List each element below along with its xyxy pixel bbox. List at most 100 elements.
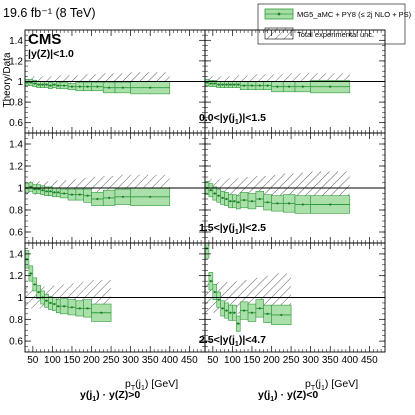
x-tick-label: 100	[44, 355, 61, 366]
theory-marker	[217, 298, 220, 301]
x-tick-label: 50	[207, 355, 219, 366]
theory-marker	[213, 290, 216, 294]
theory-marker	[45, 190, 48, 193]
theory-marker	[258, 307, 261, 310]
panel-content	[25, 72, 171, 95]
panel-content	[25, 174, 171, 206]
x-tick-label: 50	[27, 355, 39, 366]
theory-marker	[70, 193, 74, 196]
x-tick-label: 250	[283, 355, 300, 366]
theory-marker	[33, 82, 36, 85]
theory-marker	[229, 200, 232, 203]
theory-marker	[250, 84, 254, 87]
theory-marker	[63, 84, 66, 87]
theory-marker	[237, 322, 240, 325]
theory-marker	[78, 85, 81, 88]
theory-marker	[205, 81, 209, 84]
theory-marker	[276, 202, 279, 205]
theory-marker	[229, 311, 232, 314]
x-tick-label: 350	[322, 355, 339, 366]
theory-marker	[288, 202, 291, 205]
x-tick-label: 250	[103, 355, 120, 366]
x-axis-title-left: pT(j1) [GeV]	[125, 378, 178, 392]
y-tick-label: 0.8	[9, 98, 23, 109]
panel-2-1: 50 100 150 200 250 300 350 400 450	[204, 242, 386, 366]
x-tick-label: 450	[361, 355, 378, 366]
row-label-1: 1.5<|y(j1)|<2.5	[199, 222, 266, 236]
theory-marker	[29, 272, 32, 275]
y-tick-label: 1	[17, 184, 23, 195]
theory-marker	[237, 201, 240, 204]
y-tick-label: 1	[17, 77, 23, 88]
theory-marker	[329, 203, 332, 206]
theory-marker	[301, 203, 304, 206]
panel-2-0: 0.6 0.8 1 1.2 1.4 50 100 150 200 250 300 350 400 450	[9, 242, 206, 366]
theory-marker	[243, 309, 246, 312]
theory-marker	[37, 188, 40, 191]
theory-marker	[25, 81, 29, 84]
theory-marker	[288, 85, 291, 88]
theory-marker	[49, 84, 52, 87]
x-tick-label: 150	[244, 355, 261, 366]
theory-marker	[100, 311, 103, 314]
x-title-left-main: p	[125, 378, 131, 390]
theory-marker	[53, 83, 56, 86]
theory-marker	[209, 280, 212, 283]
theory-marker	[250, 200, 254, 203]
x-tick-label: 400	[161, 355, 178, 366]
theory-marker	[266, 312, 269, 315]
x-tick-label: 100	[224, 355, 241, 366]
y-tick-label: 1.4	[9, 140, 23, 151]
theory-marker	[78, 193, 81, 196]
x-tick-label: 350	[142, 355, 159, 366]
y-tick-label: 1.2	[9, 56, 23, 67]
legend-hatch-swatch	[264, 27, 294, 40]
panel-content	[25, 250, 112, 322]
theory-marker	[258, 197, 261, 201]
theory-marker	[86, 307, 89, 310]
theory-marker	[57, 191, 60, 194]
column-label-right: y(j1) · y(Z)<0	[258, 389, 318, 403]
theory-marker	[225, 197, 228, 201]
theory-marker	[53, 302, 56, 306]
theory-marker	[221, 307, 224, 310]
theory-marker	[29, 81, 32, 84]
theory-marker	[53, 191, 56, 194]
theory-marker	[33, 283, 36, 286]
panel-1-0: 0.6 0.8 1 1.2 1.4	[9, 132, 206, 244]
theory-marker	[33, 188, 36, 191]
y-tick-label: 1.4	[9, 36, 23, 47]
y-tick-label: 0.6	[9, 118, 23, 129]
theory-marker	[225, 83, 228, 86]
theory-marker	[41, 83, 44, 86]
theory-marker	[45, 83, 48, 86]
theory-marker	[78, 307, 81, 310]
panel-content	[205, 171, 351, 214]
theory-marker	[209, 82, 212, 85]
y-tick-label: 0.6	[9, 228, 23, 239]
theory-marker	[250, 311, 254, 314]
x-tick-label: 150	[64, 355, 81, 366]
y-tick-label: 1.4	[9, 249, 23, 260]
x-tick-label: 300	[302, 355, 319, 366]
theory-marker	[108, 196, 111, 199]
theory-marker	[96, 85, 99, 88]
theory-marker	[266, 201, 269, 204]
row-label-0: 0.0<|y(j1)|<1.5	[199, 112, 266, 126]
panel-1-1	[204, 132, 386, 244]
x-tick-label: 400	[341, 355, 358, 366]
theory-marker	[229, 83, 232, 86]
theory-marker	[301, 85, 304, 88]
theory-marker	[266, 84, 269, 87]
theory-marker	[209, 189, 212, 192]
theory-marker	[70, 85, 74, 88]
y-tick-label: 0.6	[9, 337, 23, 348]
theory-marker	[45, 299, 48, 302]
theory-marker	[121, 195, 124, 198]
theory-marker	[237, 83, 240, 86]
legend-entry-theory: MG5_aMC + PY8 (≤ 2j NLO + PS)	[297, 10, 412, 19]
panel-0-0: 0.6 0.8 1 1.2 1.4	[9, 29, 206, 134]
theory-marker	[70, 306, 74, 309]
panel-content	[205, 73, 351, 94]
